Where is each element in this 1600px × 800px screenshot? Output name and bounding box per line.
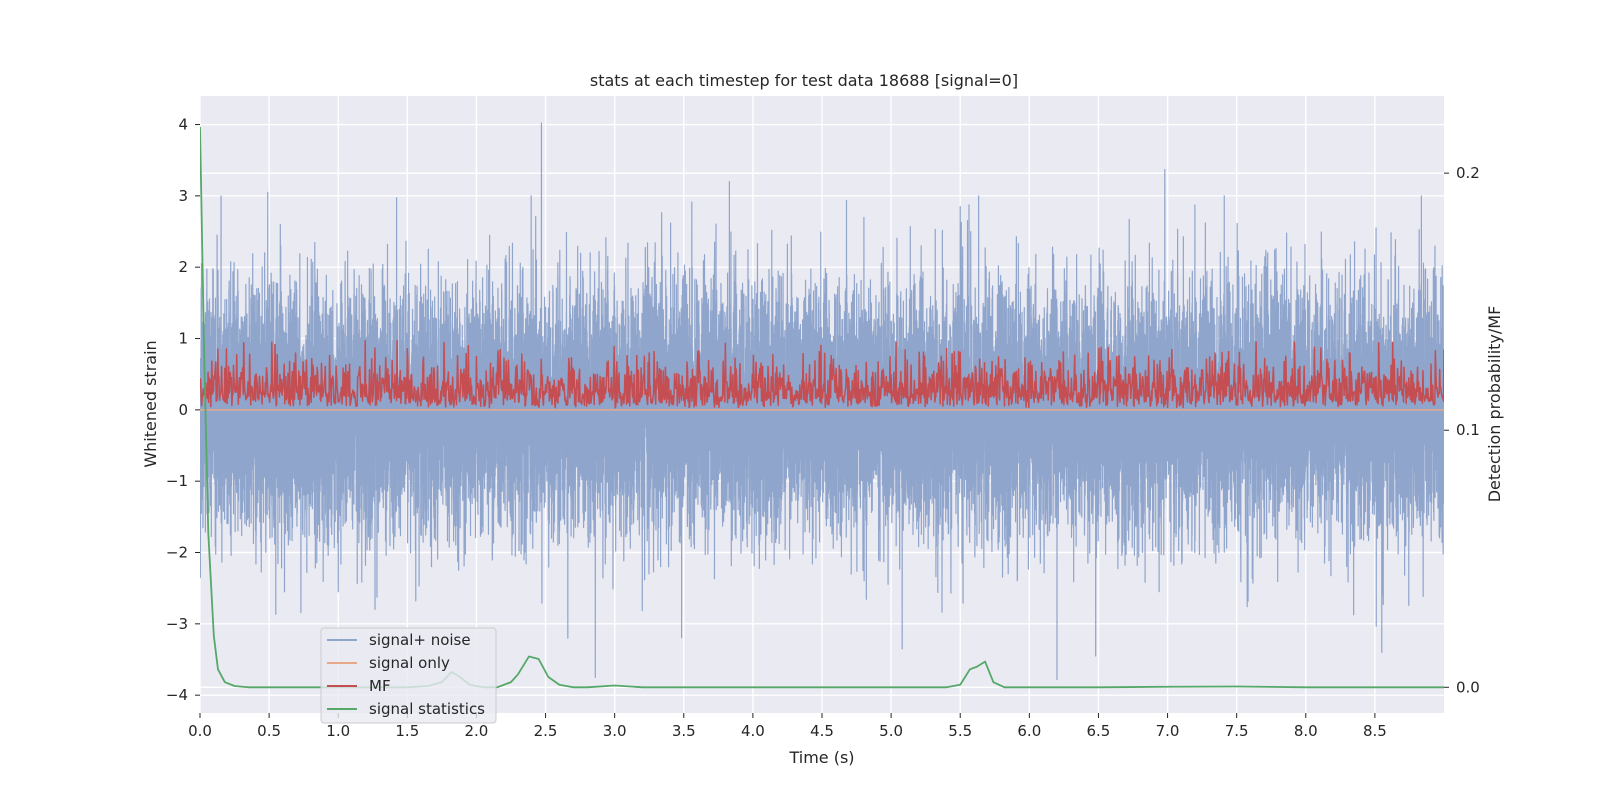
y-tick-label: −1 xyxy=(166,472,188,490)
x-tick-label: 3.5 xyxy=(672,722,696,740)
y-tick-label: −3 xyxy=(166,615,188,633)
right-y-tick-label: 0.1 xyxy=(1456,421,1480,439)
x-tick-label: 4.5 xyxy=(810,722,834,740)
legend-label: signal+ noise xyxy=(369,631,471,649)
chart-title: stats at each timestep for test data 186… xyxy=(590,71,1018,90)
y-tick-label: 3 xyxy=(178,187,188,205)
y-tick-label: −4 xyxy=(166,686,188,704)
y-axis-label: Whitened strain xyxy=(141,340,160,467)
x-tick-label: 5.5 xyxy=(948,722,972,740)
x-tick-label: 8.0 xyxy=(1294,722,1318,740)
x-tick-label: 3.0 xyxy=(603,722,627,740)
legend-items: signal+ noise signal only MF signal statist… xyxy=(327,631,485,718)
series-mf-line xyxy=(200,339,1444,409)
legend-label: signal only xyxy=(369,654,450,672)
x-tick-label: 7.0 xyxy=(1156,722,1180,740)
legend-label: MF xyxy=(369,677,391,695)
right-y-tick-label: 0.0 xyxy=(1456,678,1480,696)
x-tick-label: 6.5 xyxy=(1087,722,1111,740)
x-tick-label: 5.0 xyxy=(879,722,903,740)
x-tick-label: 0.5 xyxy=(257,722,281,740)
y-axis-ticks: 4 3 2 1 0 −1 −2 −3 −4 xyxy=(166,116,200,704)
right-y-tick-label: 0.2 xyxy=(1456,164,1480,182)
x-axis-ticks: 0.0 0.5 1.0 1.5 2.0 2.5 3.0 3.5 4.0 4.5 5.0 5.5 6.0 6… xyxy=(188,713,1387,740)
x-tick-label: 8.5 xyxy=(1363,722,1387,740)
legend-label: signal statistics xyxy=(369,700,485,718)
y-tick-label: 2 xyxy=(178,258,188,276)
right-y-axis-label: Detection probability/MF xyxy=(1485,306,1504,503)
series-layer xyxy=(200,122,1444,689)
x-axis-label: Time (s) xyxy=(788,748,854,767)
x-tick-label: 1.5 xyxy=(395,722,419,740)
y-tick-label: 0 xyxy=(178,401,188,419)
x-tick-label: 6.0 xyxy=(1017,722,1041,740)
y-tick-label: 4 xyxy=(178,116,188,134)
legend: signal+ noise signal only MF signal statist… xyxy=(320,627,497,724)
x-tick-label: 2.5 xyxy=(534,722,558,740)
y-tick-label: 1 xyxy=(178,330,188,348)
x-tick-label: 1.0 xyxy=(326,722,350,740)
x-tick-label: 7.5 xyxy=(1225,722,1249,740)
x-tick-label: 2.0 xyxy=(465,722,489,740)
legend-frame xyxy=(320,627,497,724)
series-signal-statistics-line xyxy=(200,126,1444,689)
y-tick-label: −2 xyxy=(166,544,188,562)
right-y-axis-ticks: 0.2 0.1 0.0 xyxy=(1444,164,1480,696)
x-tick-label: 0.0 xyxy=(188,722,212,740)
plot-clip xyxy=(200,122,1444,689)
x-tick-label: 4.0 xyxy=(741,722,765,740)
